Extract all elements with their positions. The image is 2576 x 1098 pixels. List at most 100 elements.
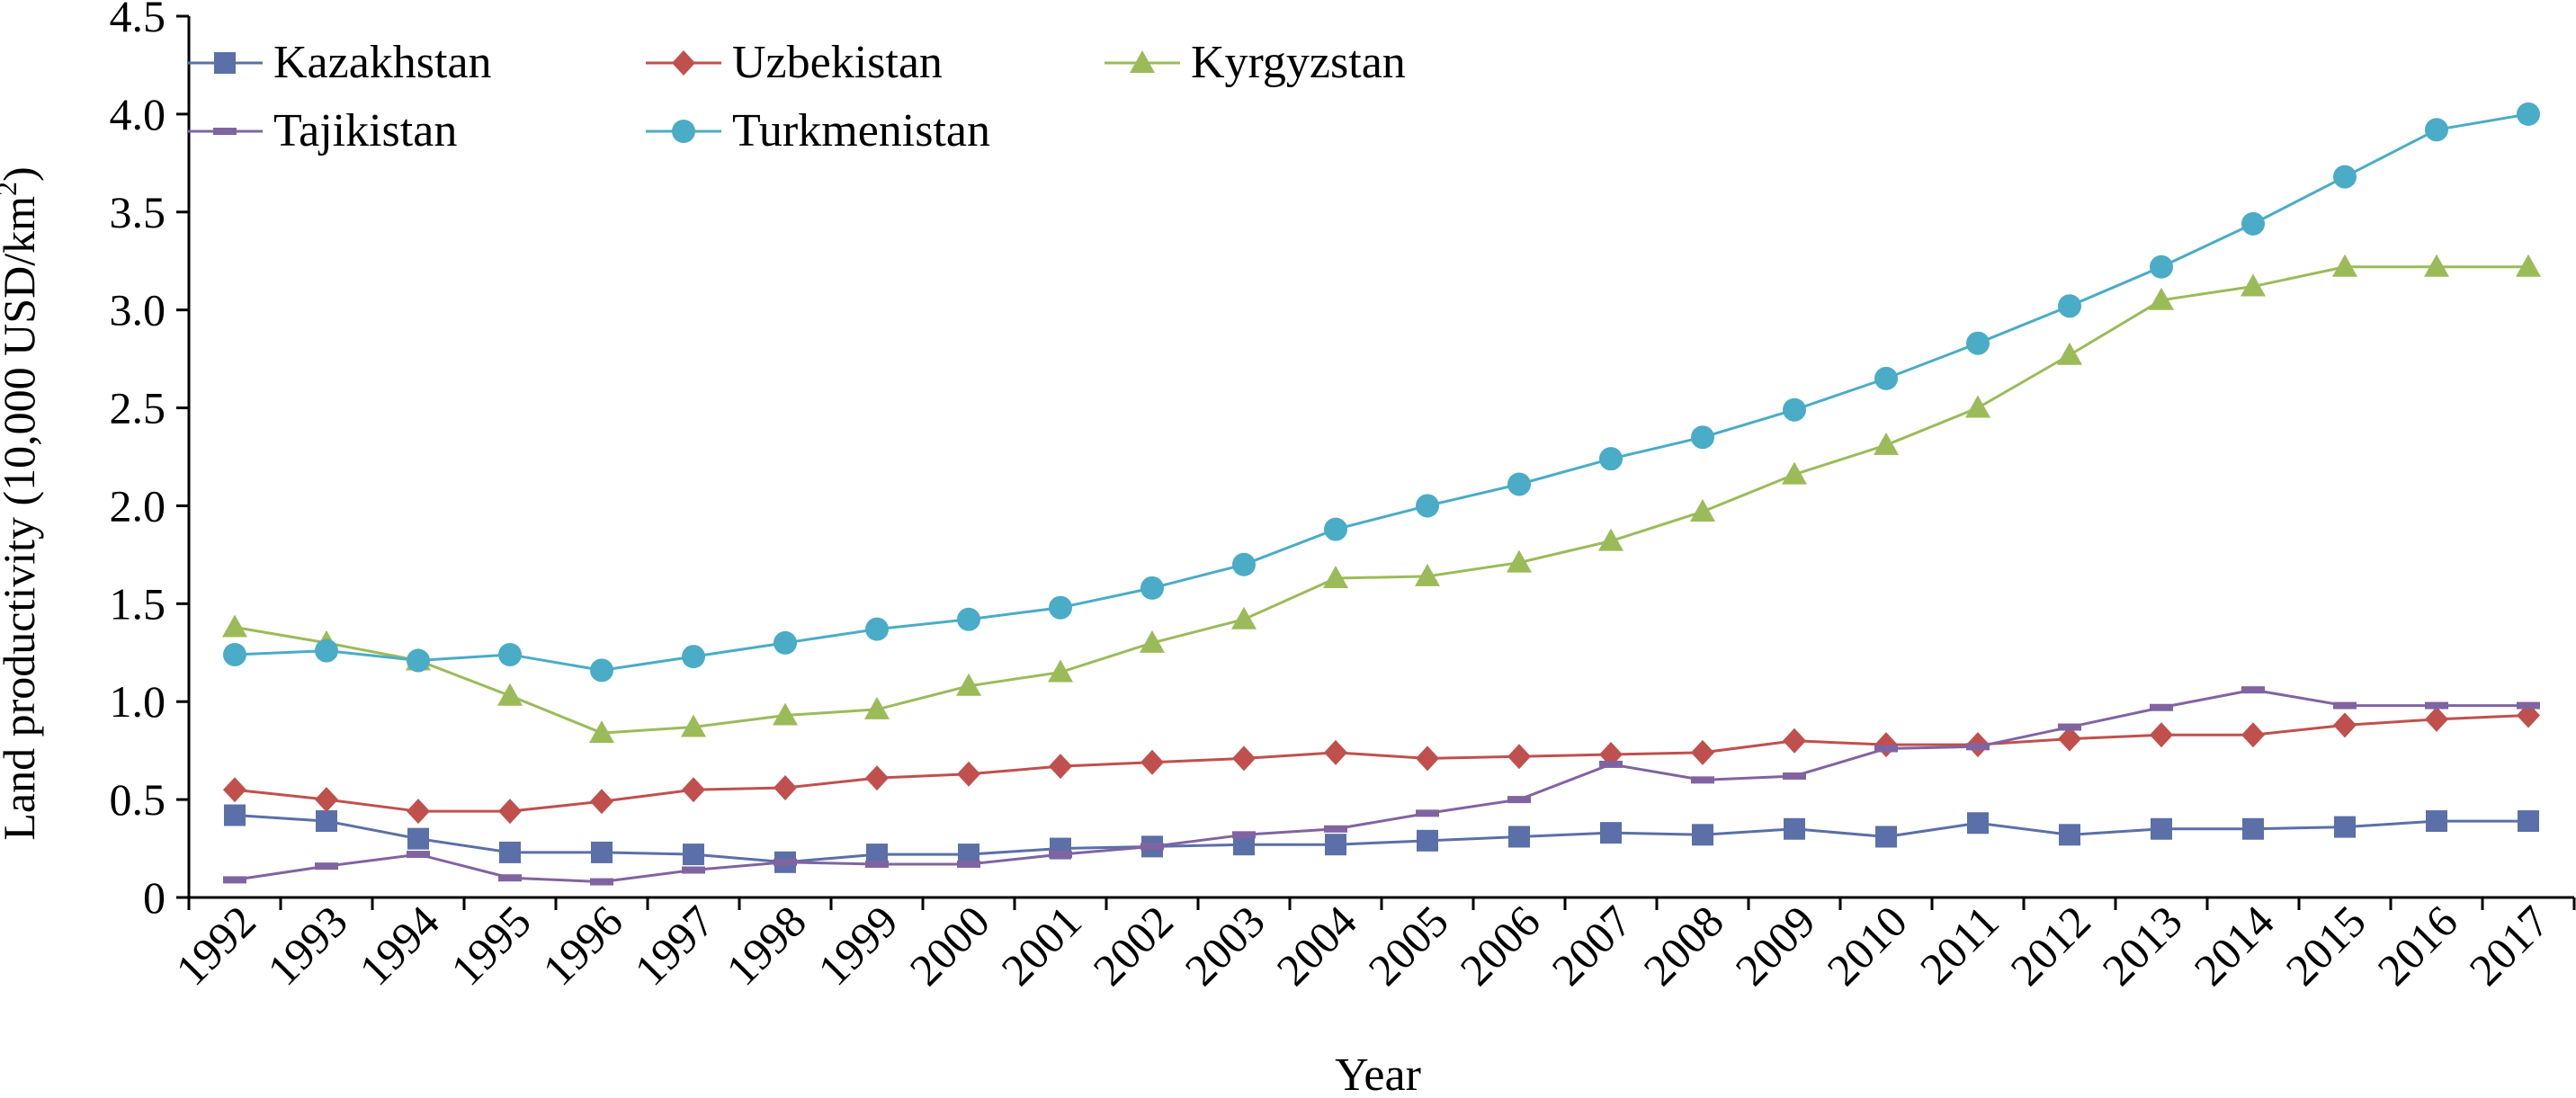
- x-tick-label: 2009: [1725, 896, 1824, 995]
- data-point-kazakhstan: [316, 810, 337, 833]
- y-tick-label: 3.0: [110, 285, 166, 335]
- data-point-uzbekistan: [1874, 732, 1898, 758]
- y-tick-label: 4.0: [110, 89, 166, 139]
- data-point-turkmenistan: [2150, 254, 2173, 279]
- data-point-uzbekistan: [774, 775, 797, 801]
- series-layer: [222, 102, 2541, 886]
- data-point-turkmenistan: [1691, 425, 1714, 450]
- x-tick-label: 2012: [2000, 896, 2099, 995]
- x-tick-label: 2005: [1358, 896, 1457, 995]
- data-point-kazakhstan: [591, 841, 613, 863]
- data-point-kyrgyzstan: [497, 683, 523, 706]
- x-tick-label: 2006: [1450, 896, 1549, 995]
- data-point-uzbekistan: [223, 777, 246, 803]
- legend-label-kazakhstan: Kazakhstan: [273, 37, 492, 88]
- data-point-turkmenistan: [1599, 447, 1623, 471]
- data-point-tajikistan: [1691, 776, 1714, 784]
- data-point-kyrgyzstan: [2241, 273, 2266, 297]
- data-point-kyrgyzstan: [956, 673, 981, 696]
- data-point-turkmenistan: [1966, 331, 1990, 355]
- y-tick-label: 1.0: [110, 676, 166, 727]
- y-axis-label-end: ): [0, 166, 44, 182]
- legend-label-uzbekistan: Uzbekistan: [732, 37, 943, 88]
- data-point-uzbekistan: [865, 765, 889, 791]
- data-point-turkmenistan: [1507, 472, 1531, 496]
- data-point-turkmenistan: [865, 617, 889, 641]
- y-axis-label-superscript: 2: [0, 182, 22, 196]
- data-point-kyrgyzstan: [2057, 342, 2082, 365]
- data-point-uzbekistan: [1783, 728, 1806, 754]
- x-tick-label: 2003: [1175, 896, 1274, 995]
- legend-marker-turkmenistan: [672, 120, 695, 143]
- data-point-kazakhstan: [1875, 826, 1897, 848]
- legend-marker-uzbekistan: [672, 50, 695, 76]
- data-point-kyrgyzstan: [1323, 566, 1348, 589]
- data-point-uzbekistan: [1691, 739, 1714, 765]
- legend-label-kyrgyzstan: Kyrgyzstan: [1191, 37, 1406, 88]
- series-line-kazakhstan: [234, 814, 2528, 864]
- data-point-tajikistan: [498, 874, 522, 882]
- y-tick-label: 2.5: [110, 383, 166, 433]
- data-point-kyrgyzstan: [1231, 606, 1257, 629]
- x-tick-label: 2004: [1266, 896, 1365, 995]
- y-tick-label: 2.0: [110, 480, 166, 531]
- x-tick-label: 2010: [1817, 896, 1916, 995]
- x-tick-label: 1994: [349, 896, 448, 995]
- data-point-kyrgyzstan: [681, 714, 706, 737]
- data-point-kazakhstan: [499, 841, 521, 863]
- x-axis-label: Year: [1335, 1049, 1421, 1098]
- data-point-turkmenistan: [2241, 211, 2265, 236]
- x-tick-label: 2017: [2459, 896, 2558, 995]
- data-point-tajikistan: [865, 860, 889, 868]
- data-point-kyrgyzstan: [2332, 254, 2357, 277]
- data-point-tajikistan: [2150, 703, 2173, 711]
- data-point-uzbekistan: [315, 787, 338, 813]
- data-point-kazakhstan: [1508, 826, 1530, 848]
- data-point-turkmenistan: [774, 630, 797, 655]
- data-point-kyrgyzstan: [1690, 498, 1715, 522]
- x-tick-label: 2014: [2184, 896, 2283, 995]
- data-point-turkmenistan: [315, 638, 338, 663]
- x-tick-label: 2002: [1083, 896, 1182, 995]
- series-line-kyrgyzstan: [234, 265, 2528, 735]
- data-point-tajikistan: [2058, 723, 2081, 731]
- x-tick-label: 2015: [2276, 896, 2375, 995]
- data-point-turkmenistan: [590, 658, 613, 683]
- data-point-tajikistan: [1049, 851, 1072, 859]
- data-point-tajikistan: [1140, 843, 1164, 851]
- data-point-turkmenistan: [407, 648, 430, 673]
- data-point-kyrgyzstan: [1140, 629, 1165, 653]
- data-point-turkmenistan: [498, 642, 522, 666]
- data-point-turkmenistan: [2333, 165, 2357, 189]
- data-point-turkmenistan: [682, 645, 705, 669]
- data-point-uzbekistan: [498, 799, 522, 825]
- data-point-tajikistan: [957, 860, 980, 868]
- data-point-tajikistan: [407, 851, 430, 859]
- data-point-kyrgyzstan: [2516, 254, 2541, 277]
- data-point-tajikistan: [1966, 743, 1990, 751]
- data-point-kyrgyzstan: [589, 720, 614, 744]
- data-point-kyrgyzstan: [1415, 563, 1440, 586]
- legend: Kazakhstan Uzbekistan Kyrgyzstan Tajikistan…: [187, 37, 1406, 156]
- data-point-turkmenistan: [1783, 397, 1806, 422]
- data-point-tajikistan: [315, 862, 338, 870]
- data-point-kazakhstan: [2242, 817, 2264, 840]
- data-point-tajikistan: [1324, 825, 1347, 833]
- data-point-kazakhstan: [1784, 817, 1805, 840]
- legend-label-tajikistan: Tajikistan: [273, 105, 457, 156]
- x-tick-label: 2000: [899, 896, 998, 995]
- data-point-turkmenistan: [2517, 102, 2540, 126]
- data-point-kazakhstan: [683, 844, 704, 866]
- x-tick-label: 2001: [991, 896, 1090, 995]
- data-point-tajikistan: [1783, 772, 1806, 780]
- data-point-kyrgyzstan: [1965, 395, 1990, 418]
- data-point-turkmenistan: [223, 642, 246, 666]
- x-tick-label: 1999: [808, 896, 907, 995]
- data-point-kazakhstan: [407, 827, 429, 850]
- data-point-kazakhstan: [1417, 829, 1438, 852]
- data-point-kyrgyzstan: [1598, 528, 1623, 551]
- data-point-kazakhstan: [2151, 817, 2172, 840]
- data-point-tajikistan: [1874, 745, 1898, 753]
